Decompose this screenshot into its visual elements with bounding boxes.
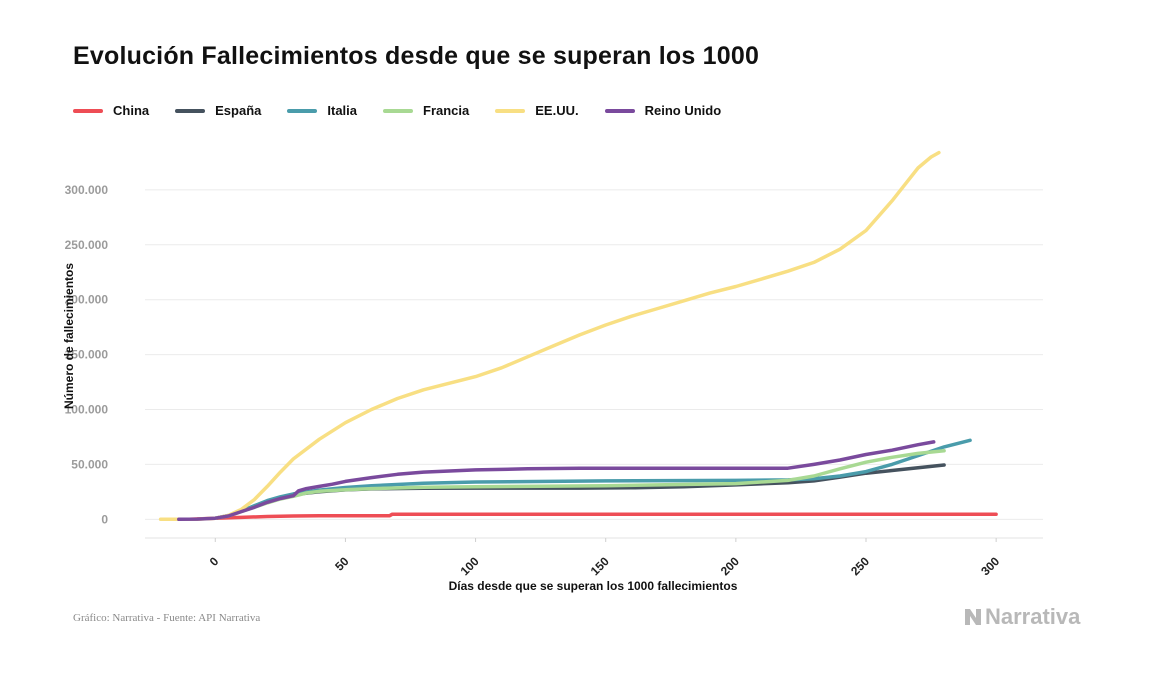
y-tick-label: 200.000 (65, 293, 109, 307)
series-line-italia (213, 438, 972, 520)
legend-label: Francia (423, 103, 470, 118)
legend-item: España (175, 103, 261, 118)
brand-logo: Narrativa (963, 604, 1080, 630)
legend-swatch (287, 108, 318, 113)
source-note: Gráfico: Narrativa - Fuente: API Narrati… (73, 612, 261, 624)
y-tick-label: 100.000 (65, 403, 109, 417)
chart-legend: China España Italia Francia EE.UU. Reino Unid… (73, 103, 747, 118)
y-tick-label: 250.000 (65, 238, 109, 252)
legend-label: España (215, 103, 262, 118)
y-tick-label: 50.000 (71, 457, 108, 471)
legend-item: EE.UU. (495, 103, 579, 118)
legend-item: Reino Unido (604, 103, 722, 118)
legend-swatch (495, 108, 526, 113)
legend-swatch (383, 108, 413, 113)
grid-lines (145, 189, 1043, 520)
y-tick-label: 300.000 (65, 183, 109, 197)
legend-swatch (604, 108, 635, 113)
x-tick-label: 50 (332, 554, 352, 574)
legend-label: EE.UU. (535, 103, 579, 118)
brand-name: Narrativa (985, 604, 1081, 629)
series-line-china (187, 512, 998, 522)
legend-label: China (113, 103, 150, 118)
chart-title: Evolución Fallecimientos desde que se su… (73, 42, 760, 70)
x-axis-title: Días desde que se superan los 1000 falle… (449, 579, 738, 593)
series-layer (158, 150, 998, 522)
y-tick-label: 150.000 (65, 348, 109, 362)
axes (145, 537, 1043, 542)
legend-label: Italia (327, 103, 357, 118)
legend-item: Italia (287, 103, 357, 118)
x-tick-label: 100 (458, 554, 482, 578)
y-axis-title: Número de fallecimientos (62, 263, 76, 409)
x-tick-label: 150 (588, 554, 612, 578)
narrativa-logo-icon (965, 609, 981, 625)
legend-label: Reino Unido (644, 103, 722, 118)
x-tick-label: 200 (718, 554, 742, 578)
x-tick-label: 250 (848, 554, 872, 578)
series-line-reino-unido (177, 440, 936, 522)
legend-swatch (73, 108, 103, 113)
legend-item: China (73, 103, 149, 118)
legend-swatch (175, 108, 206, 113)
legend-item: Francia (383, 103, 469, 118)
series-line-ee-uu- (158, 150, 941, 522)
x-tick-label: 300 (978, 554, 1002, 578)
x-tick-label: 0 (207, 554, 222, 569)
y-tick-label: 0 (101, 512, 108, 526)
